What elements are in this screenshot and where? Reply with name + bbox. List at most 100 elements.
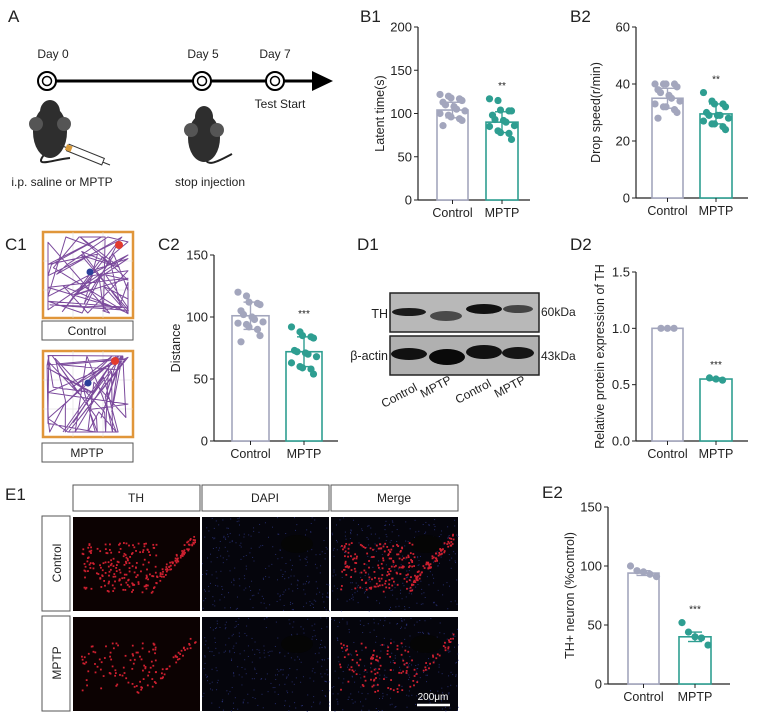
dapi-dot: [232, 702, 234, 704]
th-cell: [451, 543, 454, 545]
th-cell: [399, 550, 402, 553]
dapi-dot: [263, 618, 265, 620]
th-cell: [183, 549, 186, 552]
dapi-dot: [332, 549, 334, 551]
th-cell: [89, 562, 92, 565]
th-cell: [375, 582, 378, 585]
dapi-dot: [311, 706, 313, 708]
dapi-dot: [281, 576, 283, 578]
dapi-dot: [304, 593, 306, 595]
th-cell: [446, 543, 449, 545]
th-cell: [342, 644, 345, 647]
dapi-dot: [443, 633, 445, 635]
dapi-dot: [218, 706, 220, 708]
dapi-dot: [406, 694, 408, 696]
dapi-dot: [247, 645, 249, 647]
th-cell: [405, 556, 408, 559]
dapi-dot: [228, 555, 230, 557]
dapi-dot: [253, 594, 255, 596]
dapi-dot: [222, 709, 224, 711]
th-cell: [448, 641, 451, 643]
dapi-dot: [322, 659, 324, 661]
dapi-dot: [254, 667, 256, 669]
dapi-dot: [447, 526, 449, 528]
th-cell: [402, 565, 405, 568]
th-cell: [90, 645, 93, 648]
dapi-dot: [437, 589, 439, 591]
dapi-dot: [235, 642, 237, 644]
dapi-dot: [225, 621, 227, 623]
th-cell: [84, 576, 86, 579]
th-cell: [149, 666, 152, 669]
lane-label: MPTP: [492, 373, 528, 401]
dapi-dot: [279, 599, 281, 601]
dapi-dot: [312, 603, 314, 605]
dapi-dot: [351, 594, 353, 596]
protein-label-th: TH: [371, 307, 388, 321]
th-cell: [119, 674, 121, 676]
dapi-dot: [404, 545, 406, 547]
th-cell: [391, 577, 393, 580]
dapi-dot: [424, 532, 426, 534]
th-cell: [82, 553, 85, 556]
dapi-dot: [413, 624, 415, 626]
dapi-dot: [261, 678, 263, 680]
dapi-dot: [426, 665, 428, 667]
dapi-dot: [320, 673, 322, 675]
dapi-dot: [294, 659, 296, 661]
dapi-dot: [325, 546, 327, 548]
th-cell: [124, 654, 127, 657]
th-cell: [89, 550, 92, 553]
data-point: [242, 292, 251, 300]
dapi-dot: [211, 681, 213, 683]
th-cell: [166, 667, 169, 670]
dapi-dot: [344, 535, 346, 537]
th-cell: [413, 565, 416, 567]
band: [502, 347, 534, 359]
th-cell: [341, 646, 343, 649]
dapi-dot: [336, 541, 338, 543]
th-cell: [87, 556, 90, 559]
th-cell: [344, 550, 347, 553]
th-cell: [182, 654, 184, 657]
th-cell: [146, 568, 148, 571]
dapi-dot: [281, 557, 283, 559]
stop-injection-label: stop injection: [175, 175, 245, 189]
th-cell: [344, 555, 346, 558]
row-label-mptp: MPTP: [50, 646, 64, 679]
th-cell: [103, 657, 106, 659]
dapi-dot: [227, 693, 229, 695]
th-cell: [135, 576, 138, 578]
dapi-dot: [454, 553, 456, 555]
dapi-dot: [307, 575, 309, 577]
dapi-dot: [313, 629, 315, 631]
dapi-dot: [302, 676, 304, 678]
dapi-dot: [428, 658, 430, 660]
data-point: [485, 122, 494, 131]
dapi-dot: [216, 557, 218, 559]
th-cell: [438, 551, 441, 554]
dapi-dot: [422, 632, 424, 634]
th-cell: [354, 553, 357, 556]
th-cell: [373, 649, 375, 652]
dapi-dot: [252, 697, 254, 699]
dapi-dot: [316, 593, 318, 595]
th-cell: [136, 651, 139, 654]
th-cell: [107, 590, 110, 593]
th-cell: [129, 556, 131, 558]
dapi-dot: [320, 643, 322, 645]
dapi-dot: [345, 547, 347, 549]
dapi-dot: [384, 669, 386, 671]
th-cell: [343, 656, 346, 659]
dapi-dot: [385, 540, 387, 542]
dapi-dot: [354, 701, 356, 703]
dapi-dot: [207, 557, 209, 559]
dapi-dot: [377, 710, 379, 712]
th-cell: [390, 548, 393, 551]
dapi-dot: [302, 628, 304, 630]
th-cell: [88, 544, 91, 547]
dapi-dot: [377, 560, 379, 562]
dapi-dot: [380, 548, 382, 550]
dapi-dot: [403, 619, 405, 621]
th-cell: [352, 558, 354, 561]
